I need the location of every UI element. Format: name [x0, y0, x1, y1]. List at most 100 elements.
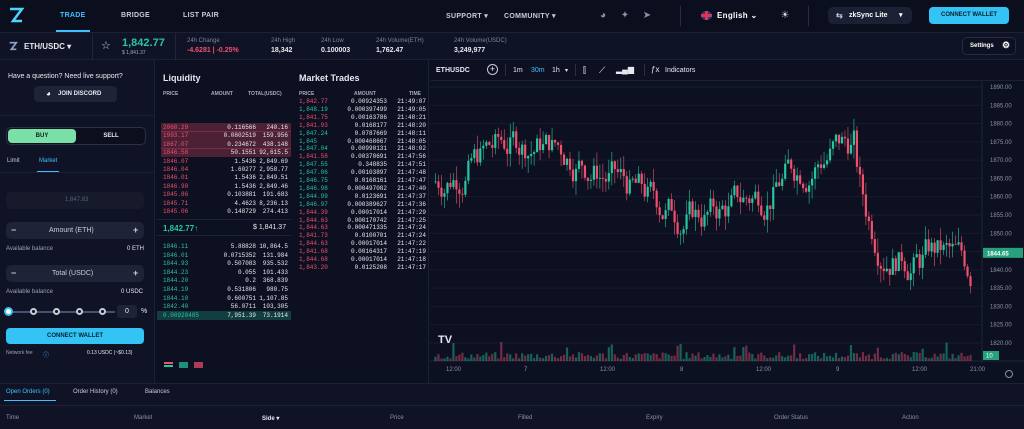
ask-row[interactable]: 2060.29 0.116566 240.16: [157, 123, 291, 132]
candle-body: [440, 187, 443, 197]
language-selector[interactable]: English ⌄: [717, 11, 758, 20]
settings-button[interactable]: Settings ⚙: [962, 37, 1016, 55]
slider-stop[interactable]: [53, 308, 60, 315]
info-icon[interactable]: ⓘ: [43, 353, 50, 359]
candles-icon[interactable]: ⫿: [583, 65, 586, 75]
connect-wallet-button[interactable]: CONNECT WALLET: [929, 7, 1009, 24]
nav-support[interactable]: SUPPORT ▾: [446, 13, 489, 20]
ask-row[interactable]: 1846.04 1.60277 2,958.77: [157, 165, 291, 174]
plus-icon[interactable]: +: [133, 268, 139, 278]
bid-row[interactable]: 1844.10 0.600751 1,107.85: [157, 294, 291, 303]
theme-toggle-icon[interactable]: ☀: [780, 10, 790, 21]
indicators-icon[interactable]: ƒx: [651, 65, 660, 74]
volume-bar: [745, 345, 748, 361]
bid-row[interactable]: 1846.01 0.0715352 131.984: [157, 251, 291, 260]
plus-icon[interactable]: +: [133, 225, 139, 235]
chart-symbol[interactable]: ETHUSDC: [436, 67, 470, 74]
chart-settings-icon[interactable]: [1005, 370, 1013, 378]
percent-input[interactable]: 0: [117, 305, 137, 318]
price-input[interactable]: 1,847.83: [6, 192, 144, 209]
volume-bar: [479, 356, 482, 361]
bid-row[interactable]: 1844.93 0.507083 935.532: [157, 259, 291, 268]
trades-title: Market Trades: [299, 73, 360, 83]
ask-row[interactable]: 1993.17 0.0802519 159.956: [157, 131, 291, 141]
amount-input[interactable]: − Amount (ETH) +: [6, 222, 144, 239]
ask-row[interactable]: 1867.07 0.234672 438.148: [157, 139, 291, 149]
bid-row[interactable]: 0.00920485 7,951.39 73.1914: [157, 310, 291, 320]
chevron-down-icon[interactable]: ▾: [565, 68, 569, 74]
ask-row[interactable]: 1845.86 0.103881 191.683: [157, 190, 291, 199]
ask-row[interactable]: 1846.58 50.1551 92,615.5: [157, 148, 291, 158]
column-side[interactable]: Side ▾: [262, 416, 280, 422]
ask-row[interactable]: 1845.06 0.148729 274.413: [157, 207, 291, 216]
indicators-button[interactable]: Indicators: [665, 67, 696, 74]
favorite-star-icon[interactable]: ☆: [101, 40, 111, 52]
nav-trade[interactable]: TRADE: [60, 12, 86, 19]
trade-row: 1,841.58 0.00370691 21:47:56: [294, 152, 427, 161]
candle-body: [733, 185, 736, 196]
trade-row: 1,841.75 0.00163786 21:48:21: [294, 113, 427, 122]
zigzag-logo-icon[interactable]: [7, 6, 25, 24]
compare-symbol-icon[interactable]: +: [487, 64, 498, 75]
twitter-icon[interactable]: ✦: [620, 10, 630, 21]
minus-icon[interactable]: −: [11, 268, 17, 278]
bid-row[interactable]: 1844.23 0.055 101.433: [157, 268, 291, 277]
line-chart-icon[interactable]: ⟋: [599, 65, 606, 75]
candle-body: [491, 144, 494, 148]
trade-time: 21:47:29: [397, 208, 426, 216]
tab-order-history[interactable]: Order History (0): [73, 389, 118, 395]
bid-row[interactable]: 1844.19 0.531806 980.75: [157, 285, 291, 294]
candle-body: [643, 183, 646, 197]
tab-open-orders[interactable]: Open Orders (0): [6, 389, 50, 395]
network-selector[interactable]: ⇆ zkSync Lite ▾: [828, 7, 912, 24]
trade-price: 1,844.63: [299, 240, 328, 248]
nav-bridge[interactable]: BRIDGE: [121, 12, 151, 19]
candle-body: [879, 265, 882, 269]
tab-balances[interactable]: Balances: [145, 389, 170, 395]
trade-amount: 0.000170742: [347, 216, 387, 224]
candlestick-chart[interactable]: 1890.00 1885.00 1880.00 1875.00 1870.00 1865.…: [430, 81, 1024, 383]
bid-row[interactable]: 1842.40 56.0711 103,305: [157, 302, 291, 311]
slider-stop[interactable]: [30, 308, 37, 315]
bars-style-icon[interactable]: ▂▄▆: [616, 65, 634, 74]
slider-stop[interactable]: [99, 308, 106, 315]
nav-community[interactable]: COMMUNITY ▾: [504, 13, 556, 20]
telegram-icon[interactable]: ➤: [642, 10, 652, 21]
candle-body: [619, 169, 622, 173]
column-order-status: Order Status: [774, 415, 809, 421]
buy-tab[interactable]: BUY: [8, 129, 76, 143]
percentage-slider[interactable]: [8, 311, 115, 313]
slider-stop[interactable]: [76, 308, 83, 315]
ask-row[interactable]: 1845.71 4.4623 8,236.13: [157, 199, 291, 208]
interval-30m[interactable]: 30m: [531, 67, 545, 74]
orderbook-view-bids-icon[interactable]: [179, 362, 188, 368]
market-tab[interactable]: Market: [39, 158, 58, 164]
discord-icon[interactable]: ◕: [599, 10, 607, 21]
interval-1h[interactable]: 1h: [552, 67, 560, 74]
interval-1m[interactable]: 1m: [513, 67, 523, 74]
sell-tab[interactable]: SELL: [103, 133, 119, 139]
limit-tab[interactable]: Limit: [7, 158, 20, 164]
join-discord-button[interactable]: ◕ JOIN DISCORD: [34, 86, 117, 102]
ask-row[interactable]: 1846.07 1.5436 2,849.69: [157, 157, 291, 166]
orderbook-view-both-icon[interactable]: [164, 362, 173, 368]
volume-bar: [613, 354, 616, 361]
volume-bar: [449, 358, 452, 361]
orderbook-view-asks-icon[interactable]: [194, 362, 203, 368]
available-balance-usdc: 0 USDC: [121, 289, 144, 295]
bid-row[interactable]: 1844.20 0.2 368.839: [157, 276, 291, 285]
ask-row[interactable]: 1846.98 1.5436 2,849.46: [157, 182, 291, 191]
connect-wallet-button[interactable]: CONNECT WALLET: [6, 328, 144, 344]
volume-bar: [787, 355, 790, 361]
candle-body: [849, 144, 853, 154]
bid-row[interactable]: 1846.11 5.88828 10,864.5: [157, 242, 291, 251]
slider-handle[interactable]: [4, 307, 13, 316]
divider: [808, 6, 809, 26]
candle-body: [924, 239, 927, 255]
trade-price: 1,846.98: [299, 184, 328, 192]
ask-row[interactable]: 1846.01 1.5436 2,849.51: [157, 173, 291, 182]
nav-list-pair[interactable]: LIST PAIR: [183, 12, 220, 19]
pair-selector[interactable]: ETH/USDC ▾: [24, 42, 72, 51]
minus-icon[interactable]: −: [11, 225, 17, 235]
total-input[interactable]: − Total (USDC) +: [6, 265, 144, 282]
